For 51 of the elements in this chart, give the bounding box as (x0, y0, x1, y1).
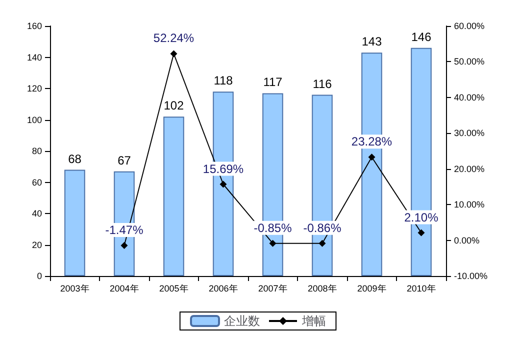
x-tick-label: 2003年 (60, 284, 90, 294)
y-tick-label: 100 (26, 114, 42, 125)
x-tick-label: 2005年 (159, 284, 188, 294)
y-tick-label: 60 (32, 177, 42, 188)
data-label: 67 (118, 153, 132, 168)
data-label: 118 (214, 74, 234, 88)
bar (64, 170, 86, 276)
y-tick-label: 20 (32, 240, 42, 250)
point (368, 154, 376, 161)
y-tick-label: 40 (32, 208, 42, 218)
data-label: 102 (164, 98, 184, 113)
y2-tick-label: 60.00% (454, 21, 485, 31)
data-label: 143 (362, 34, 382, 49)
legend-label: 增幅 (301, 314, 326, 328)
data-label: 116 (312, 76, 332, 91)
y2-tick-label: 20.00% (454, 164, 485, 174)
x-tick-label: 2006年 (208, 284, 238, 294)
y2-tick-label: 10.00% (454, 200, 485, 210)
data-label: 2.10% (404, 210, 439, 224)
legend-label: 企业数 (224, 314, 260, 328)
point (269, 240, 276, 247)
point (220, 180, 227, 188)
point (170, 50, 178, 58)
point (318, 240, 326, 247)
y2-tick-label: -10.00% (454, 271, 488, 281)
data-label: -0.85% (254, 220, 292, 235)
x-tick-label: 2004年 (110, 284, 139, 294)
y-tick-label: 160 (26, 21, 42, 31)
data-label: 68 (68, 152, 82, 166)
y-tick-label: 0 (36, 271, 42, 281)
x-tick-label: 2009年 (357, 284, 386, 294)
point (120, 242, 128, 250)
y-tick-label: 140 (26, 52, 42, 62)
y-tick-label: 80 (32, 146, 42, 156)
point (418, 229, 425, 236)
bar (163, 116, 184, 276)
data-label: 15.69% (202, 162, 244, 176)
data-label: 23.28% (351, 134, 392, 149)
data-label: 117 (263, 75, 283, 90)
data-label: 146 (411, 30, 432, 44)
x-tick-label: 2010年 (406, 284, 436, 294)
data-label: -0.86% (303, 220, 342, 235)
y2-tick-label: 40.00% (454, 92, 485, 102)
x-tick-label: 2008年 (308, 284, 337, 294)
x-tick-label: 2007年 (258, 284, 288, 294)
data-label: -1.47% (105, 223, 144, 238)
y2-tick-label: 50.00% (454, 56, 485, 67)
y2-tick-label: 30.00% (454, 128, 485, 138)
y2-tick-label: 0.00% (454, 235, 480, 246)
data-label: 52.24% (153, 31, 194, 46)
y-tick-label: 120 (26, 84, 42, 94)
